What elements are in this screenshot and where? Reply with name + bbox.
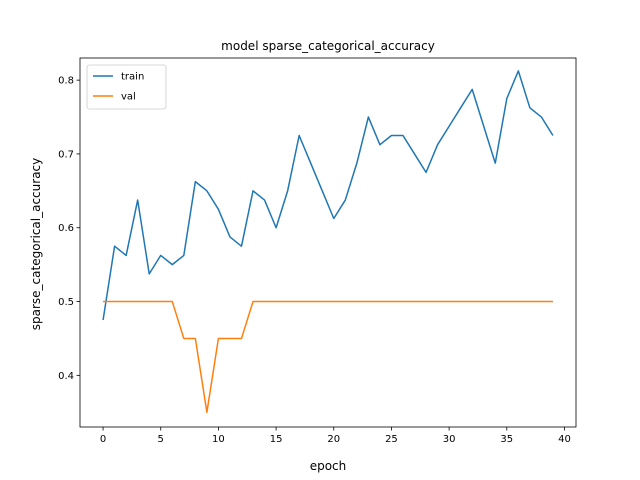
x-tick-label: 5 — [158, 434, 164, 445]
chart-title: model sparse_categorical_accuracy — [221, 39, 435, 53]
y-axis-label: sparse_categorical_accuracy — [29, 158, 43, 330]
y-tick-label: 0.7 — [58, 149, 74, 160]
y-tick-label: 0.5 — [58, 297, 74, 308]
x-tick-label: 20 — [327, 434, 340, 445]
y-tick-label: 0.6 — [58, 223, 74, 234]
x-tick-label: 40 — [558, 434, 571, 445]
axes-frame — [79, 57, 577, 428]
x-tick-label: 15 — [270, 434, 283, 445]
series-line-val — [103, 300, 553, 413]
y-tick-label: 0.8 — [58, 76, 74, 87]
x-tick-label: 35 — [500, 434, 513, 445]
x-axis-label: epoch — [310, 459, 347, 473]
x-tick-label: 30 — [443, 434, 456, 445]
x-tick-label: 10 — [212, 434, 225, 445]
legend-label-train: train — [121, 72, 144, 83]
series-line-train — [102, 70, 554, 321]
x-tick-label: 0 — [100, 434, 106, 445]
legend-label-val: val — [121, 92, 136, 103]
x-tick-label: 25 — [385, 434, 398, 445]
y-tick-label: 0.4 — [58, 371, 74, 382]
plot-area: 0 5 10 15 20 25 30 35 40 0.4 0.5 0.6 0.7 0.8 train val — [58, 57, 577, 445]
